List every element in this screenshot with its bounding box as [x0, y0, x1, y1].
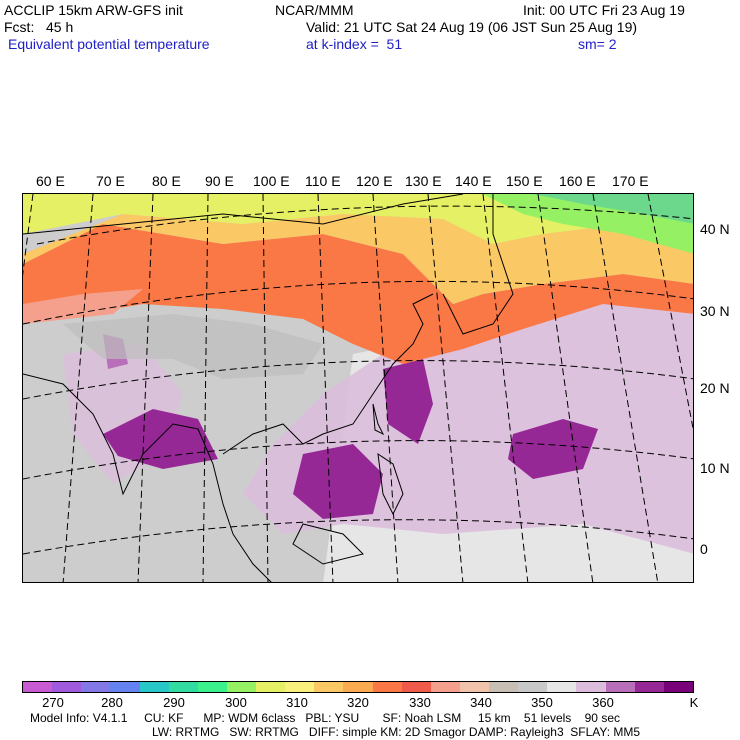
theta-e-map: [22, 193, 694, 583]
colorbar-swatch: [285, 682, 315, 692]
model-info-line2: LW: RRTMG SW: RRTMG DIFF: simple KM: 2D …: [152, 725, 641, 739]
colorbar-swatch: [197, 682, 227, 692]
colorbar-unit: K: [689, 695, 699, 710]
colorbar-tick-label: 270: [42, 695, 64, 710]
lon-label: 130 E: [405, 173, 442, 189]
colorbar-swatch: [459, 682, 489, 692]
lon-label: 60 E: [36, 173, 65, 189]
cyan-green-region: [533, 194, 693, 224]
colorbar-swatch: [110, 682, 140, 692]
colorbar-tick-label: 320: [347, 695, 369, 710]
lon-label: 150 E: [506, 173, 543, 189]
model-title: ACCLIP 15km ARW-GFS init: [4, 2, 183, 18]
colorbar-swatch: [547, 682, 577, 692]
lon-label: 160 E: [559, 173, 596, 189]
scs-maximum: [293, 444, 383, 519]
lat-label: 10 N: [700, 460, 730, 476]
colorbar-swatch: [52, 682, 82, 692]
warm-belt: [23, 224, 693, 364]
colorbar-swatch: [518, 682, 548, 692]
forecast-hour: Fcst: 45 h: [4, 19, 74, 35]
init-time: Init: 00 UTC Fri 23 Aug 19: [523, 2, 685, 18]
lon-label: 110 E: [305, 173, 341, 189]
colorbar-swatch: [605, 682, 635, 692]
colorbar-swatch: [576, 682, 606, 692]
colorbar-swatch: [343, 682, 373, 692]
colorbar-tick-label: 340: [470, 695, 492, 710]
lon-label: 90 E: [205, 173, 234, 189]
lat-label: 30 N: [700, 303, 730, 319]
orange-belt: [23, 214, 693, 304]
lon-label: 140 E: [455, 173, 492, 189]
colorbar-swatch: [314, 682, 344, 692]
org-label: NCAR/MMM: [275, 2, 354, 18]
lat-label: 0: [700, 541, 708, 557]
lon-label: 80 E: [152, 173, 181, 189]
colorbar-swatch: [256, 682, 286, 692]
lat-label: 20 N: [700, 380, 730, 396]
lon-label: 70 E: [96, 173, 125, 189]
colorbar-swatch: [401, 682, 431, 692]
colorbar-swatch: [372, 682, 402, 692]
colorbar-tick-label: 300: [225, 695, 247, 710]
wpac-maximum: [508, 419, 598, 479]
colorbar-tick-label: 290: [163, 695, 185, 710]
graticule: [23, 194, 693, 582]
colorbar-swatch: [226, 682, 256, 692]
colorbar-swatch: [430, 682, 460, 692]
colorbar-tick-label: 280: [101, 695, 123, 710]
colorbar-swatch: [663, 682, 693, 692]
field-name: Equivalent potential temperature: [8, 36, 210, 52]
philippine-sea-maximum: [383, 359, 433, 444]
plateau-grey: [63, 314, 323, 379]
colorbar-tick-label: 310: [286, 695, 308, 710]
lon-label: 170 E: [612, 173, 649, 189]
colorbar-swatch: [139, 682, 169, 692]
coastlines: [23, 194, 514, 582]
map-canvas: [23, 194, 693, 582]
level-label: at k-index = 51: [306, 36, 403, 52]
lon-label: 100 E: [253, 173, 290, 189]
colorbar-tick-label: 350: [531, 695, 553, 710]
lat-label: 40 N: [700, 221, 730, 237]
colorbar-tick-label: 330: [409, 695, 431, 710]
salmon-patch: [23, 289, 143, 324]
colorbar-swatch: [489, 682, 519, 692]
valid-time: Valid: 21 UTC Sat 24 Aug 19 (06 JST Sun …: [306, 19, 638, 35]
colorbar-tick-label: 360: [592, 695, 614, 710]
smoothing-label: sm= 2: [578, 36, 617, 52]
colorbar-swatch: [168, 682, 198, 692]
model-info-line1: Model Info: V4.1.1 CU: KF MP: WDM 6class…: [30, 711, 620, 725]
colorbar-swatch: [23, 682, 53, 692]
color-scale-bar: [22, 681, 694, 693]
lon-label: 120 E: [356, 173, 393, 189]
colorbar-swatch: [634, 682, 664, 692]
colorbar-swatch: [81, 682, 111, 692]
